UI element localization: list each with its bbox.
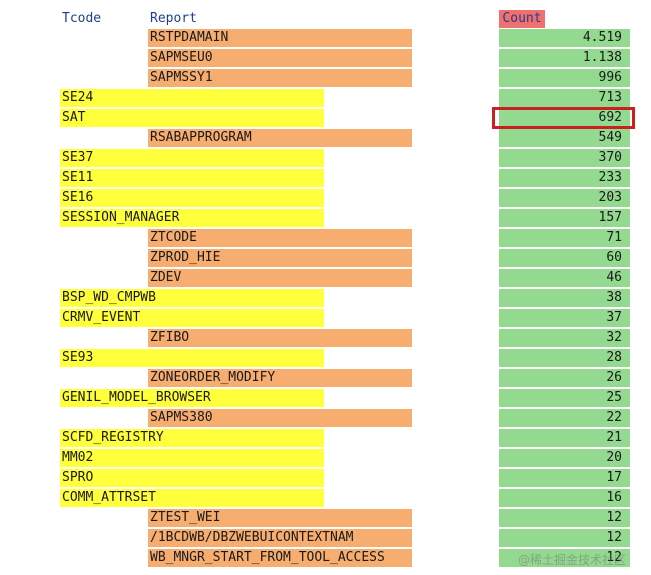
table-row[interactable]: ZTCODE 71 xyxy=(0,228,651,248)
table-row[interactable]: SAPMSSY1 996 xyxy=(0,68,651,88)
count-cell[interactable]: 4.519 xyxy=(499,29,630,47)
count-cell[interactable]: 233 xyxy=(499,169,630,187)
count-cell[interactable]: 20 xyxy=(499,449,630,467)
tcode-cell[interactable]: SE37 xyxy=(60,149,324,167)
table-row[interactable]: SPRO 17 xyxy=(0,468,651,488)
tcode-cell[interactable]: BSP_WD_CMPWB xyxy=(60,289,324,307)
table-row[interactable]: SESSION_MANAGER 157 xyxy=(0,208,651,228)
count-cell[interactable]: 713 xyxy=(499,89,630,107)
tcode-cell[interactable]: SE16 xyxy=(60,189,324,207)
count-cell[interactable]: 26 xyxy=(499,369,630,387)
count-cell[interactable]: 1.138 xyxy=(499,49,630,67)
table-row[interactable]: ZPROD_HIE 60 xyxy=(0,248,651,268)
tcode-cell[interactable]: SCFD_REGISTRY xyxy=(60,429,324,447)
count-cell[interactable]: 37 xyxy=(499,309,630,327)
count-cell[interactable]: 157 xyxy=(499,209,630,227)
watermark: @稀土掘金技术社区 xyxy=(518,553,627,567)
count-cell[interactable]: 370 xyxy=(499,149,630,167)
table-row[interactable]: SE11 233 xyxy=(0,168,651,188)
count-cell[interactable]: 12 xyxy=(499,549,630,567)
report-cell[interactable]: ZFIBO xyxy=(148,329,412,347)
report-cell[interactable]: ZPROD_HIE xyxy=(148,249,412,267)
report-cell[interactable]: ZONEORDER_MODIFY xyxy=(148,369,412,387)
table-row[interactable]: SAPMSEU0 1.138 xyxy=(0,48,651,68)
count-cell[interactable]: 17 xyxy=(499,469,630,487)
count-cell[interactable]: 25 xyxy=(499,389,630,407)
table-row[interactable]: RSABAPPROGRAM 549 xyxy=(0,128,651,148)
table-row[interactable]: SE24 713 xyxy=(0,88,651,108)
tcode-cell[interactable]: GENIL_MODEL_BROWSER xyxy=(60,389,324,407)
report-cell[interactable]: ZTCODE xyxy=(148,229,412,247)
tcode-cell[interactable]: SE24 xyxy=(60,89,324,107)
report-cell[interactable]: SAPMSEU0 xyxy=(148,49,412,67)
count-cell[interactable]: 692 xyxy=(499,109,630,127)
report-cell[interactable]: SAPMSSY1 xyxy=(148,69,412,87)
tcode-cell[interactable]: SESSION_MANAGER xyxy=(60,209,324,227)
table-row[interactable]: SE37 370 xyxy=(0,148,651,168)
count-cell[interactable]: 60 xyxy=(499,249,630,267)
count-cell[interactable]: 71 xyxy=(499,229,630,247)
report-cell[interactable]: WB_MNGR_START_FROM_TOOL_ACCESS xyxy=(148,549,412,567)
report-cell[interactable]: ZDEV xyxy=(148,269,412,287)
usage-table: RSTPDAMAIN 4.519 SAPMSEU0 1.138 SAPMSSY1 996 S… xyxy=(0,28,651,568)
table-row[interactable]: ZTEST_WEI 12 xyxy=(0,508,651,528)
table-row[interactable]: CRMV_EVENT 37 xyxy=(0,308,651,328)
count-cell[interactable]: 32 xyxy=(499,329,630,347)
count-cell[interactable]: 21 xyxy=(499,429,630,447)
count-cell[interactable]: 12 xyxy=(499,509,630,527)
tcode-cell[interactable]: SE11 xyxy=(60,169,324,187)
table-row[interactable]: MM02 20 xyxy=(0,448,651,468)
report-cell[interactable]: RSABAPPROGRAM xyxy=(148,129,412,147)
count-cell[interactable]: 203 xyxy=(499,189,630,207)
count-cell[interactable]: 28 xyxy=(499,349,630,367)
table-row[interactable]: GENIL_MODEL_BROWSER 25 xyxy=(0,388,651,408)
table-row[interactable]: ZFIBO 32 xyxy=(0,328,651,348)
table-row[interactable]: SAT 692 xyxy=(0,108,651,128)
column-header-tcode: Tcode xyxy=(62,11,102,26)
report-cell[interactable]: ZTEST_WEI xyxy=(148,509,412,527)
tcode-cell[interactable]: COMM_ATTRSET xyxy=(60,489,324,507)
tcode-cell[interactable]: CRMV_EVENT xyxy=(60,309,324,327)
tcode-cell[interactable]: SPRO xyxy=(60,469,324,487)
table-row[interactable]: WB_MNGR_START_FROM_TOOL_ACCESS 12 xyxy=(0,548,651,568)
table-row[interactable]: RSTPDAMAIN 4.519 xyxy=(0,28,651,48)
table-row[interactable]: SE16 203 xyxy=(0,188,651,208)
table-row[interactable]: COMM_ATTRSET 16 xyxy=(0,488,651,508)
count-cell[interactable]: 46 xyxy=(499,269,630,287)
tcode-cell[interactable]: SE93 xyxy=(60,349,324,367)
column-header-count: Count xyxy=(499,10,545,28)
table-row[interactable]: ZDEV 46 xyxy=(0,268,651,288)
tcode-cell[interactable]: MM02 xyxy=(60,449,324,467)
table-row[interactable]: SAPMS380 22 xyxy=(0,408,651,428)
table-row[interactable]: ZONEORDER_MODIFY 26 xyxy=(0,368,651,388)
report-cell[interactable]: SAPMS380 xyxy=(148,409,412,427)
column-header-report: Report xyxy=(150,11,197,26)
table-row[interactable]: /1BCDWB/DBZWEBUICONTEXTNAM 12 xyxy=(0,528,651,548)
table-row[interactable]: BSP_WD_CMPWB 38 xyxy=(0,288,651,308)
table-row[interactable]: SE93 28 xyxy=(0,348,651,368)
tcode-cell[interactable]: SAT xyxy=(60,109,324,127)
count-cell[interactable]: 22 xyxy=(499,409,630,427)
count-cell[interactable]: 549 xyxy=(499,129,630,147)
count-cell[interactable]: 16 xyxy=(499,489,630,507)
count-cell[interactable]: 12 xyxy=(499,529,630,547)
count-cell[interactable]: 38 xyxy=(499,289,630,307)
table-row[interactable]: SCFD_REGISTRY 21 xyxy=(0,428,651,448)
report-cell[interactable]: RSTPDAMAIN xyxy=(148,29,412,47)
report-cell[interactable]: /1BCDWB/DBZWEBUICONTEXTNAM xyxy=(148,529,412,547)
count-cell[interactable]: 996 xyxy=(499,69,630,87)
